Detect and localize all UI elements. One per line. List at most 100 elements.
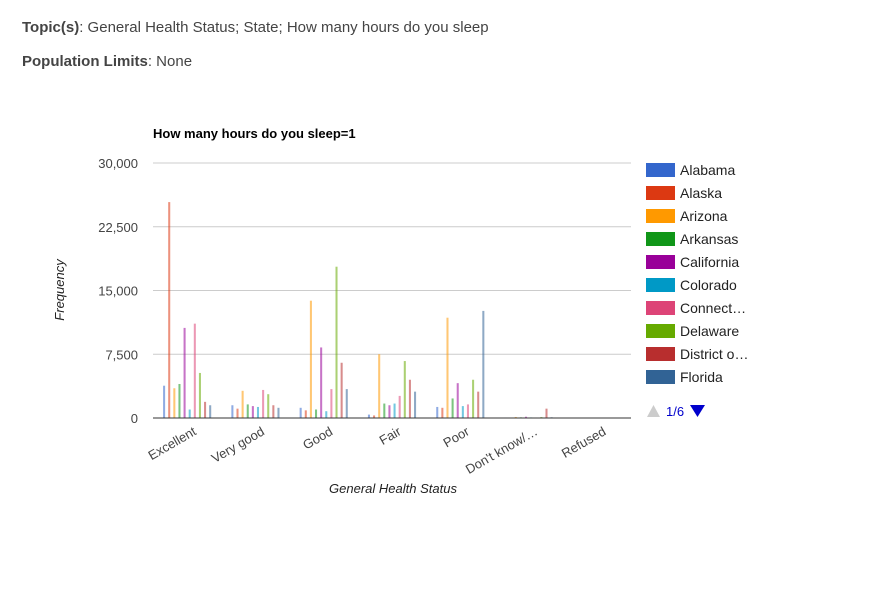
legend-label: Colorado: [680, 277, 737, 293]
bar: [398, 395, 401, 418]
bar: [325, 411, 328, 418]
bar: [188, 409, 191, 418]
legend-swatch: [646, 324, 675, 338]
bar: [315, 409, 318, 418]
legend-swatch: [646, 186, 675, 200]
bar: [335, 266, 338, 418]
topics-line: Topic(s): General Health Status; State; …: [22, 19, 489, 36]
topics-value: : General Health Status; State; How many…: [79, 19, 489, 36]
bar: [451, 398, 454, 418]
bar: [367, 414, 370, 418]
x-tick-label: Good: [300, 424, 335, 453]
legend-swatch: [646, 209, 675, 223]
population-limits-label: Population Limits: [22, 53, 148, 70]
bar: [393, 403, 396, 418]
legend-swatch: [646, 232, 675, 246]
legend-page-indicator: 1/6: [666, 404, 684, 419]
legend-swatch: [646, 347, 675, 361]
bar: [403, 361, 406, 418]
bar: [204, 401, 207, 418]
x-tick-label: Very good: [209, 424, 267, 466]
y-axis-label: Frequency: [52, 258, 67, 321]
legend-label: Alaska: [680, 185, 722, 201]
bar: [524, 416, 528, 418]
topics-label: Topic(s): [22, 19, 80, 36]
bar: [262, 389, 265, 418]
bar: [173, 388, 176, 418]
bar: [378, 354, 381, 418]
bar: [178, 384, 181, 418]
y-tick-label: 0: [131, 411, 138, 426]
y-tick-label: 30,000: [98, 156, 138, 171]
bar: [461, 406, 464, 418]
bar: [209, 405, 212, 418]
legend-label: Arizona: [680, 208, 728, 224]
bar: [236, 408, 239, 418]
chart-title: How many hours do you sleep=1: [153, 126, 356, 141]
bar: [330, 389, 333, 418]
bar: [320, 347, 323, 418]
legend-swatch: [646, 278, 675, 292]
bar: [163, 385, 166, 418]
legend-swatch: [646, 301, 675, 315]
legend: Alabama Alaska Arizona Arkansas California Co…: [646, 162, 748, 385]
y-axis-ticks: 0 7,500 15,000 22,500 30,000: [98, 156, 138, 426]
bar: [231, 405, 234, 418]
bar: [388, 405, 391, 418]
bar: [514, 416, 517, 418]
legend-label: District o…: [680, 346, 748, 362]
bar: [345, 389, 348, 418]
bar: [466, 404, 469, 418]
x-tick-label: Fair: [377, 423, 404, 448]
bar: [168, 202, 171, 418]
legend-swatch: [646, 163, 675, 177]
legend-label: Alabama: [680, 162, 735, 178]
bar: [340, 362, 343, 418]
gridlines: [153, 162, 631, 355]
legend-label: Delaware: [680, 323, 739, 339]
bar: [272, 405, 275, 418]
legend-label: Connect…: [680, 300, 746, 316]
x-tick-label: Poor: [440, 423, 472, 450]
bar: [472, 379, 475, 418]
y-tick-label: 22,500: [98, 220, 138, 235]
bar: [414, 391, 417, 418]
bar: [246, 404, 249, 418]
y-tick-label: 7,500: [105, 347, 138, 362]
bar: [198, 372, 201, 418]
legend-swatch: [646, 370, 675, 384]
population-limits-line: Population Limits: None: [22, 53, 192, 70]
bar: [373, 415, 376, 418]
bar: [241, 390, 244, 418]
bar: [267, 394, 270, 418]
legend-pager: 1/6: [647, 404, 705, 419]
bar: [309, 300, 312, 418]
bar: [183, 327, 186, 418]
bar: [477, 391, 480, 418]
bar: [256, 406, 260, 418]
bar: [277, 407, 280, 418]
bar: [304, 410, 307, 418]
x-tick-label: Excellent: [145, 423, 199, 463]
bar: [193, 323, 196, 418]
bar: [456, 383, 459, 418]
bar: [299, 407, 302, 418]
legend-label: Florida: [680, 369, 723, 385]
bar: [441, 407, 444, 418]
page-down-icon[interactable]: [690, 405, 705, 417]
bar: [251, 406, 254, 418]
bar: [446, 317, 449, 418]
page-up-icon[interactable]: [647, 405, 660, 417]
x-axis-label: General Health Status: [329, 481, 457, 496]
y-tick-label: 15,000: [98, 284, 138, 299]
bar: [436, 406, 439, 418]
bar: [408, 379, 411, 418]
legend-label: Arkansas: [680, 231, 738, 247]
bar: [545, 408, 548, 418]
x-tick-label: Refused: [559, 424, 608, 461]
x-tick-label: Don't know/…: [463, 424, 540, 477]
legend-label: California: [680, 254, 739, 270]
bar: [482, 310, 485, 418]
